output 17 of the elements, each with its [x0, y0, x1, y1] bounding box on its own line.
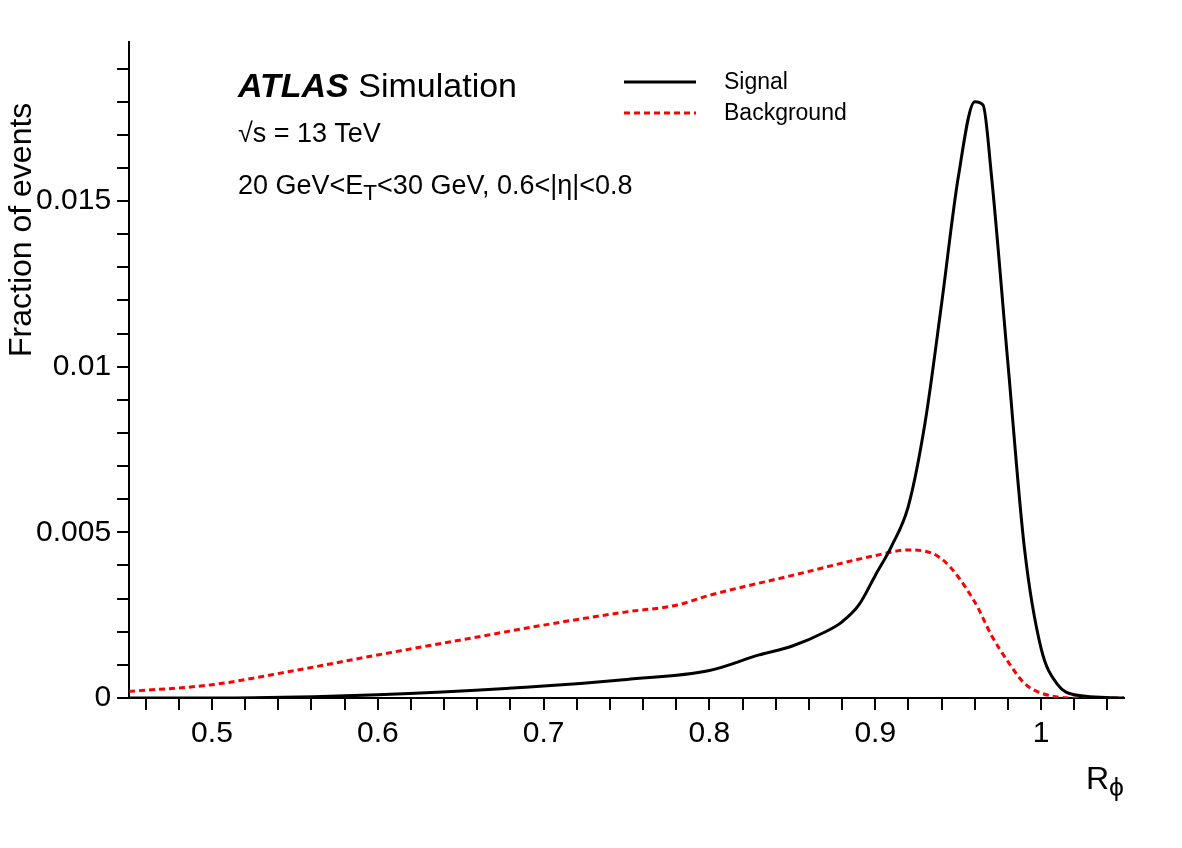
- annotation: 20 GeV<E$_{T}$<30 GeV, 0.6<|η|<0.8: [238, 170, 633, 207]
- x-tick-label: 0.9: [854, 715, 897, 749]
- x-tick-label: 1: [1032, 715, 1050, 749]
- annotation: ATLAS Simulation: [238, 66, 518, 105]
- x-tick-label: 0.7: [522, 715, 565, 749]
- y-tick-label: 0.015: [36, 182, 112, 216]
- y-tick-label: 0.005: [36, 513, 112, 547]
- legend-label: Background: [724, 99, 847, 126]
- x-tick-label: 0.6: [356, 715, 399, 749]
- x-axis-title: R$_{ϕ}$: [1085, 760, 1124, 804]
- x-tick-label: 0.8: [688, 715, 731, 749]
- annotation: √s = 13 TeV: [238, 118, 381, 149]
- y-tick-label: 0.01: [52, 347, 112, 381]
- legend-label: Signal: [724, 68, 788, 95]
- y-tick-label: 0: [94, 679, 112, 713]
- x-tick-label: 0.5: [191, 715, 233, 749]
- y-axis-title: Fraction of events: [2, 102, 38, 357]
